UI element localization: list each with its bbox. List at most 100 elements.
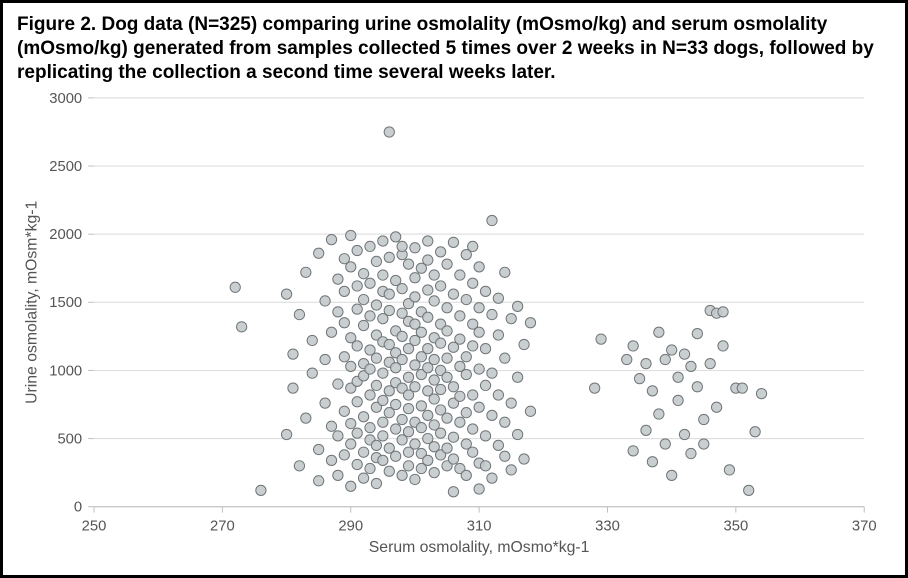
data-point bbox=[500, 451, 510, 461]
data-point bbox=[667, 345, 677, 355]
data-point bbox=[448, 432, 458, 442]
data-point bbox=[416, 327, 426, 337]
data-point bbox=[301, 267, 311, 277]
data-point bbox=[429, 394, 439, 404]
data-point bbox=[641, 426, 651, 436]
data-point bbox=[493, 440, 503, 450]
data-point bbox=[365, 311, 375, 321]
data-point bbox=[519, 340, 529, 350]
data-point bbox=[423, 285, 433, 295]
data-point bbox=[519, 454, 529, 464]
data-point bbox=[326, 455, 336, 465]
data-point bbox=[506, 465, 516, 475]
data-point bbox=[237, 322, 247, 332]
data-point bbox=[654, 409, 664, 419]
x-tick-label: 310 bbox=[467, 519, 492, 535]
data-point bbox=[333, 307, 343, 317]
data-point bbox=[403, 461, 413, 471]
data-point bbox=[448, 237, 458, 247]
data-point bbox=[435, 247, 445, 257]
data-point bbox=[667, 470, 677, 480]
data-point bbox=[346, 231, 356, 241]
data-point bbox=[378, 270, 388, 280]
data-point bbox=[378, 368, 388, 378]
data-point bbox=[448, 382, 458, 392]
data-point bbox=[423, 255, 433, 265]
data-point bbox=[294, 461, 304, 471]
data-point bbox=[397, 355, 407, 365]
data-point bbox=[378, 396, 388, 406]
data-point bbox=[339, 406, 349, 416]
data-point bbox=[679, 349, 689, 359]
data-point bbox=[391, 424, 401, 434]
y-tick-label: 3000 bbox=[49, 91, 82, 107]
data-point bbox=[750, 427, 760, 437]
data-point bbox=[744, 485, 754, 495]
data-point bbox=[403, 404, 413, 414]
data-point bbox=[410, 475, 420, 485]
data-point bbox=[480, 431, 490, 441]
data-point bbox=[442, 353, 452, 363]
data-point bbox=[474, 262, 484, 272]
chart-svg: 2502702903103303503700500100015002000250… bbox=[17, 90, 891, 562]
data-point bbox=[358, 473, 368, 483]
data-point bbox=[352, 304, 362, 314]
data-point bbox=[435, 428, 445, 438]
data-point bbox=[307, 336, 317, 346]
data-point bbox=[455, 270, 465, 280]
data-point bbox=[288, 383, 298, 393]
data-point bbox=[679, 430, 689, 440]
data-point bbox=[718, 307, 728, 317]
data-point bbox=[314, 476, 324, 486]
data-point bbox=[442, 259, 452, 269]
data-point bbox=[647, 386, 657, 396]
data-point bbox=[673, 372, 683, 382]
data-point bbox=[371, 381, 381, 391]
data-point bbox=[378, 236, 388, 246]
data-point bbox=[448, 289, 458, 299]
data-point bbox=[352, 460, 362, 470]
y-tick-label: 1000 bbox=[49, 364, 82, 380]
data-point bbox=[410, 382, 420, 392]
x-tick-label: 350 bbox=[724, 519, 749, 535]
data-point bbox=[281, 430, 291, 440]
data-point bbox=[346, 262, 356, 272]
data-point bbox=[480, 381, 490, 391]
data-point bbox=[378, 431, 388, 441]
data-point bbox=[448, 487, 458, 497]
data-point bbox=[423, 411, 433, 421]
data-point bbox=[333, 274, 343, 284]
data-point bbox=[403, 259, 413, 269]
data-point bbox=[429, 468, 439, 478]
data-point bbox=[339, 287, 349, 297]
data-point bbox=[333, 379, 343, 389]
data-point bbox=[628, 341, 638, 351]
data-point bbox=[346, 419, 356, 429]
data-point bbox=[468, 447, 478, 457]
data-point bbox=[333, 431, 343, 441]
data-point bbox=[358, 447, 368, 457]
data-point bbox=[371, 353, 381, 363]
data-point bbox=[423, 236, 433, 246]
data-point bbox=[397, 415, 407, 425]
data-point bbox=[435, 338, 445, 348]
data-point bbox=[384, 306, 394, 316]
data-point bbox=[500, 417, 510, 427]
data-point bbox=[487, 368, 497, 378]
x-tick-label: 330 bbox=[595, 519, 620, 535]
data-point bbox=[455, 311, 465, 321]
data-point bbox=[737, 383, 747, 393]
data-point bbox=[358, 269, 368, 279]
data-point bbox=[474, 402, 484, 412]
data-point bbox=[435, 281, 445, 291]
data-point bbox=[500, 267, 510, 277]
data-point bbox=[403, 372, 413, 382]
y-tick-label: 1500 bbox=[49, 295, 82, 311]
data-point bbox=[352, 281, 362, 291]
data-point bbox=[416, 423, 426, 433]
scatter-chart: 2502702903103303503700500100015002000250… bbox=[17, 90, 891, 562]
data-point bbox=[487, 411, 497, 421]
data-point bbox=[487, 216, 497, 226]
data-point bbox=[346, 481, 356, 491]
data-point bbox=[371, 440, 381, 450]
